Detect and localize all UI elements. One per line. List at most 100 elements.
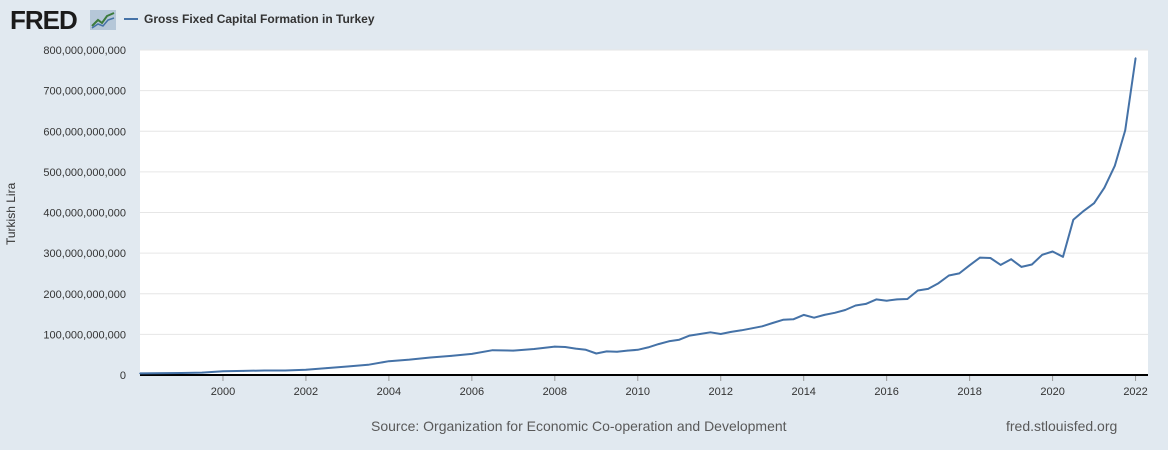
- data-point: [834, 312, 836, 314]
- data-point: [242, 370, 245, 372]
- data-point: [1041, 254, 1043, 256]
- data-point: [1051, 250, 1054, 253]
- data-point: [408, 358, 411, 361]
- data-point: [668, 340, 670, 343]
- data-point: [284, 369, 287, 372]
- x-tick-label: 2022: [1123, 386, 1147, 398]
- x-tick-label: 2010: [626, 386, 650, 398]
- data-point: [885, 299, 888, 302]
- data-point: [730, 331, 732, 333]
- x-tick-label: 2020: [1040, 386, 1064, 398]
- data-point: [450, 355, 452, 357]
- source-note: Source: Organization for Economic Co-ope…: [371, 418, 787, 434]
- data-point: [471, 353, 473, 355]
- data-point: [792, 318, 795, 321]
- data-point: [906, 298, 909, 300]
- y-tick-label: 0: [120, 370, 126, 382]
- legend-series-label: Gross Fixed Capital Formation in Turkey: [144, 12, 375, 26]
- data-point: [139, 372, 141, 375]
- data-point: [305, 368, 307, 371]
- x-tick-label: 2000: [211, 386, 235, 398]
- data-point: [1093, 202, 1095, 204]
- fred-logo-text: FRED: [10, 5, 78, 35]
- data-point: [948, 274, 950, 277]
- data-point: [533, 348, 535, 350]
- data-point: [222, 370, 224, 373]
- data-point: [647, 346, 649, 349]
- data-point: [626, 349, 629, 352]
- data-point: [761, 325, 763, 328]
- data-point: [875, 298, 878, 301]
- data-point: [564, 346, 566, 348]
- data-point: [719, 333, 722, 335]
- data-point: [574, 347, 577, 350]
- y-tick-label: 800,000,000,000: [43, 45, 126, 57]
- data-point: [813, 316, 815, 319]
- data-point: [585, 349, 587, 351]
- data-point: [554, 345, 556, 348]
- data-point: [1082, 210, 1085, 212]
- data-point: [367, 364, 369, 366]
- data-point: [325, 367, 328, 369]
- data-point: [896, 298, 898, 301]
- x-tick-label: 2014: [791, 386, 815, 398]
- credit-link[interactable]: fred.stlouisfed.org: [1006, 418, 1118, 434]
- data-point: [917, 289, 919, 292]
- data-point: [751, 327, 753, 330]
- data-point: [999, 264, 1002, 266]
- data-point: [678, 338, 681, 341]
- y-tick-label: 500,000,000,000: [43, 167, 126, 179]
- data-point: [854, 304, 857, 307]
- x-axis-ticks: 2000 2002 2004 2006 2008 2010 2012 2014 2016 2018…: [211, 375, 1148, 398]
- x-tick-label: 2004: [377, 386, 401, 398]
- data-point: [989, 257, 992, 259]
- x-tick-label: 2018: [957, 386, 981, 398]
- data-point: [1010, 258, 1012, 261]
- data-point: [740, 329, 743, 332]
- data-point: [637, 349, 639, 351]
- y-tick-label: 200,000,000,000: [43, 289, 126, 301]
- y-tick-label: 700,000,000,000: [43, 86, 126, 98]
- data-point: [1114, 165, 1116, 167]
- x-tick-label: 2008: [543, 386, 567, 398]
- data-point: [699, 333, 701, 335]
- data-point: [979, 256, 981, 259]
- data-point: [512, 349, 515, 352]
- data-point: [429, 356, 432, 359]
- data-point: [771, 322, 774, 324]
- data-point: [346, 365, 349, 368]
- chart-legend: Gross Fixed Capital Formation in Turkey: [124, 12, 375, 26]
- data-point: [605, 350, 608, 353]
- data-point: [823, 314, 826, 316]
- data-point: [958, 272, 961, 275]
- data-point: [937, 282, 940, 285]
- data-point: [709, 331, 712, 334]
- data-point: [1134, 57, 1137, 59]
- data-point: [263, 369, 266, 372]
- fred-logo[interactable]: FRED: [10, 6, 120, 34]
- y-tick-label: 600,000,000,000: [43, 126, 126, 138]
- data-point: [1031, 263, 1033, 266]
- data-point: [844, 309, 846, 311]
- data-point: [616, 351, 618, 353]
- data-point: [1020, 266, 1023, 268]
- data-point: [1124, 129, 1126, 132]
- series-group: [139, 57, 1137, 375]
- data-point: [595, 352, 598, 355]
- data-point: [1072, 219, 1075, 221]
- data-point: [688, 334, 691, 337]
- data-point: [388, 360, 390, 363]
- chart-line-icon: [90, 10, 116, 30]
- y-tick-label: 400,000,000,000: [43, 208, 126, 220]
- data-point: [865, 303, 867, 305]
- series-line: [139, 57, 1137, 375]
- data-point: [1103, 186, 1106, 189]
- y-tick-label: 300,000,000,000: [43, 248, 126, 260]
- y-axis-ticks: 0 100,000,000,000 200,000,000,000 300,000,0…: [43, 45, 126, 382]
- chart-canvas: 0 100,000,000,000 200,000,000,000 300,000,0…: [43, 45, 1148, 398]
- data-point: [180, 372, 183, 374]
- y-tick-label: 100,000,000,000: [43, 329, 126, 341]
- legend-swatch: [124, 18, 138, 20]
- grid-lines: [140, 49, 1148, 335]
- data-point: [927, 288, 929, 290]
